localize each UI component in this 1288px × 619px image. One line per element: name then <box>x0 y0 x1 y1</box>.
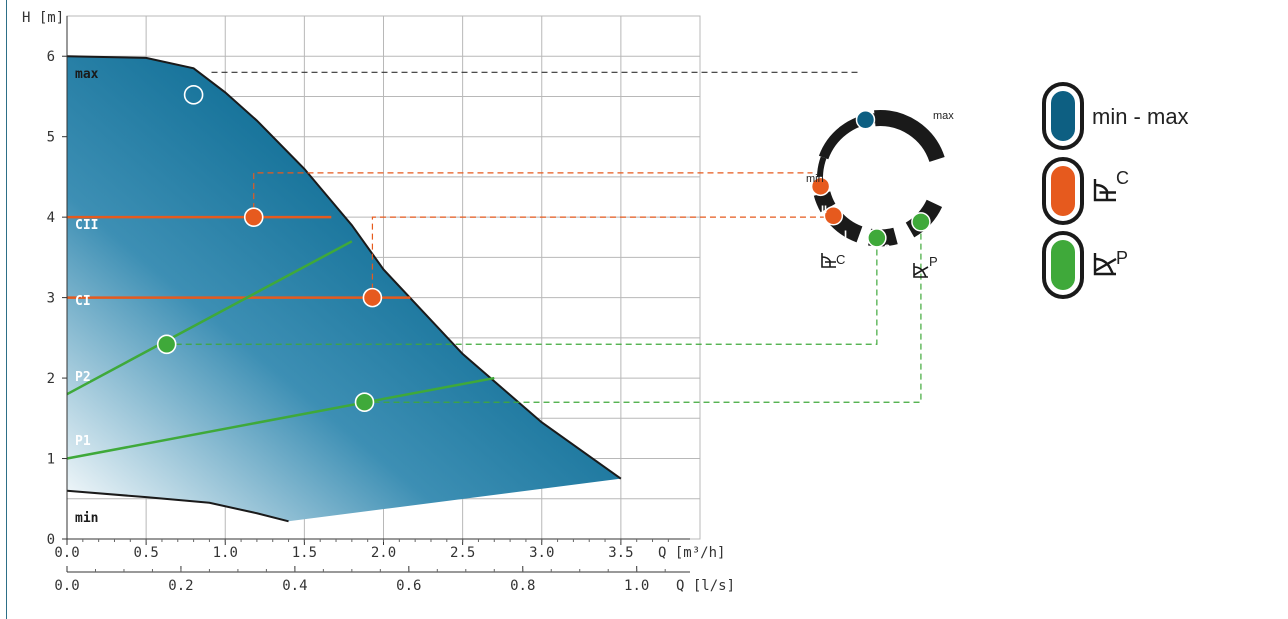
legend <box>1042 82 1117 299</box>
x2-tick-label: 1.0 <box>624 578 649 594</box>
y-tick-label: 5 <box>47 130 55 146</box>
dial-sym-c-sup: C <box>836 252 845 267</box>
curve-label-p2: P2 <box>75 370 91 385</box>
y-axis-title: H [m] <box>22 10 64 26</box>
legend-text-minmax: min - max <box>1092 104 1189 129</box>
dial-max-dot <box>855 110 876 130</box>
min-curve-line <box>66 489 289 523</box>
series-line-p1 <box>66 376 495 460</box>
legend-pill-blue <box>1051 91 1075 141</box>
x2-tick-label: 0.6 <box>396 578 421 594</box>
legend-sym-c-sup: C <box>1116 168 1129 188</box>
guide-line-2 <box>371 216 826 290</box>
marker-green-3 <box>156 334 177 355</box>
y-tick-label: 2 <box>47 371 55 387</box>
x-tick-label: 1.5 <box>292 545 317 561</box>
dial-green-dot-right <box>911 212 931 232</box>
legend-sym-p-icon <box>1093 253 1117 276</box>
dial-seg-2: 2 <box>884 243 890 255</box>
marker-green-4 <box>354 392 375 413</box>
dial-seg-i: I <box>844 229 847 241</box>
x-axis-title: Q [m³/h] <box>658 545 725 561</box>
legend-sym-c-icon <box>1093 179 1116 202</box>
marker-open-0 <box>183 85 204 105</box>
x2-tick-label: 0.8 <box>510 578 535 594</box>
y-tick-label: 4 <box>47 210 55 226</box>
marker-orange-2 <box>362 287 383 308</box>
guide-lines <box>175 71 922 403</box>
x2-tick-label: 0.4 <box>282 578 307 594</box>
dial-label-max: max <box>933 110 954 122</box>
dial-green-dot-left <box>867 228 887 248</box>
markers <box>156 85 383 413</box>
dial-label-min: min <box>806 173 824 185</box>
dial-orange-dot-lower <box>823 206 844 226</box>
legend-pill-orange <box>1051 166 1075 216</box>
x2-tick-label: 0.0 <box>54 578 79 594</box>
legend-sym-p-icon-path <box>1093 253 1117 276</box>
y-tick-label: 6 <box>47 49 55 65</box>
dial-arc-wide <box>874 110 945 163</box>
mode-dial <box>810 110 945 278</box>
axes: 0.0 0.5 1.0 1.5 2.0 2.5 3.0 3.5 0.0 0.2 0.4 0.6 0.8 1… <box>47 16 690 594</box>
page-left-rule <box>6 0 7 619</box>
legend-pill-green <box>1051 240 1075 290</box>
marker-orange-1 <box>243 207 264 227</box>
dial-sym-c-icon-path <box>821 253 836 268</box>
curve-label-max: max <box>75 67 99 82</box>
curve-label-ci: CI <box>75 294 91 309</box>
x2-tick-label: 0.2 <box>168 578 193 594</box>
dial-orange-dot-upper <box>810 176 831 197</box>
dial-sym-p-icon <box>913 263 929 278</box>
y-tick-label: 1 <box>47 452 55 468</box>
guide-line-4 <box>373 229 922 403</box>
y-tick-label: 0 <box>47 532 55 548</box>
x-tick-label: 0.5 <box>133 545 158 561</box>
dial-sym-p-sup: P <box>929 254 938 269</box>
series-line-p2 <box>66 240 353 396</box>
y-tick-label: 3 <box>47 291 55 307</box>
max-curve-line <box>66 55 622 480</box>
guide-line-3 <box>175 245 878 345</box>
x-tick-label: 0.0 <box>54 545 79 561</box>
guide-line-1 <box>253 172 813 210</box>
legend-sym-c-icon-path <box>1093 179 1116 202</box>
x-tick-label: 1.0 <box>213 545 238 561</box>
dial-sym-p-icon-path <box>913 263 929 278</box>
x-tick-label: 3.5 <box>608 545 633 561</box>
dial-sym-c-icon <box>821 253 836 268</box>
envelope-fill <box>67 56 621 522</box>
envelope-area <box>66 55 622 523</box>
curve-label-p1: P1 <box>75 434 91 449</box>
legend-sym-p-sup: P <box>1116 248 1128 268</box>
x-tick-label: 3.0 <box>529 545 554 561</box>
curve-label-min: min <box>75 511 98 526</box>
x2-axis-title: Q [l/s] <box>676 578 735 594</box>
dial-seg-1: 1 <box>922 237 928 249</box>
x-tick-label: 2.0 <box>371 545 396 561</box>
x-tick-label: 2.5 <box>450 545 475 561</box>
control-lines <box>66 215 495 460</box>
dial-seg-ii: II <box>821 204 827 216</box>
curve-label-cii: CII <box>75 218 98 233</box>
